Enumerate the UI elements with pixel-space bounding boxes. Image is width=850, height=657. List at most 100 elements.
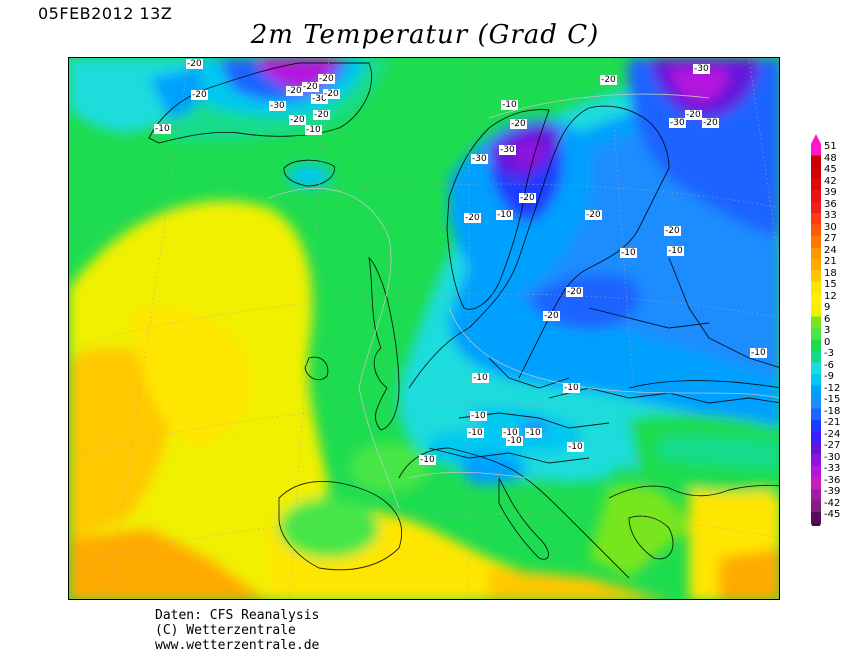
colorbar-label: 21: [824, 256, 837, 267]
contour-label: -10: [419, 455, 436, 465]
colorbar-label: 12: [824, 290, 837, 302]
contour-label: -20: [664, 226, 681, 236]
contour-label: -20: [566, 287, 583, 297]
contour-label: -10: [501, 100, 518, 110]
contour-label: -20: [464, 213, 481, 223]
colorbar-swatch: [811, 144, 821, 156]
colorbar-label: -39: [824, 486, 841, 497]
colorbar-swatch: [811, 259, 821, 271]
colorbar-label: 36: [824, 198, 837, 210]
color-scale-bar: [811, 134, 821, 526]
colorbar-swatch: [811, 443, 821, 455]
credits-data-source: Daten: CFS Reanalysis: [155, 608, 320, 623]
colorbar-swatch: [811, 190, 821, 202]
contour-label: -10: [525, 428, 542, 438]
colorbar-label: 6: [824, 313, 831, 325]
colorbar-swatch: [811, 362, 821, 374]
colorbar-swatch: [811, 500, 821, 512]
contour-label: -10: [563, 383, 580, 393]
colorbar-swatch: [811, 351, 821, 363]
colorbar-label: -3: [824, 348, 834, 359]
contour-label: -10: [467, 428, 484, 438]
colorbar-label: 24: [824, 244, 837, 256]
colorbar-label: -27: [824, 440, 841, 451]
run-timestamp: 05FEB2012 13Z: [38, 4, 173, 23]
colorbar-label: 9: [824, 302, 831, 313]
colorbar-label: -9: [824, 371, 834, 382]
contour-label: -10: [305, 125, 322, 135]
colorbar-swatch: [811, 236, 821, 248]
contour-label: -30: [669, 118, 686, 128]
contour-label: -10: [502, 428, 519, 438]
contour-label: -30: [471, 154, 488, 164]
contour-label: -30: [499, 145, 516, 155]
contour-label: -10: [154, 124, 171, 134]
colorbar-label: -33: [824, 463, 841, 474]
colorbar-swatch: [811, 512, 821, 524]
colorbar-label: -6: [824, 359, 834, 371]
contour-label: -10: [470, 411, 487, 421]
contour-label: -20: [600, 75, 617, 85]
contour-label: -10: [496, 210, 513, 220]
colorbar-top-arrow: [811, 134, 821, 144]
colorbar-swatch: [811, 466, 821, 478]
graticule: [69, 58, 779, 599]
colorbar-swatch: [811, 247, 821, 259]
colorbar-label: 33: [824, 210, 837, 221]
contour-label: -10: [667, 246, 684, 256]
colorbar-swatch: [811, 293, 821, 305]
temperature-field: [69, 58, 779, 599]
temperature-map: -20 -20 -10 -30 -20 -20 -20 -20 -10 -20 …: [68, 57, 780, 600]
colorbar-swatch: [811, 305, 821, 317]
colorbar-label: 27: [824, 233, 837, 244]
colorbar-swatch: [811, 420, 821, 432]
contour-label: -30: [311, 94, 328, 104]
contour-label: -20: [186, 59, 203, 69]
contour-label: -20: [685, 110, 702, 120]
credits-copyright: (C) Wetterzentrale: [155, 623, 296, 638]
colorbar-swatch: [811, 167, 821, 179]
contour-label: -10: [620, 248, 637, 258]
colorbar-label: -18: [824, 405, 841, 417]
contour-label: -10: [750, 348, 767, 358]
colorbar-swatch: [811, 385, 821, 397]
contour-label: -20: [313, 110, 330, 120]
contour-label: -20: [702, 118, 719, 128]
colorbar-label: 0: [824, 336, 831, 348]
colorbar-swatch: [811, 408, 821, 420]
contour-label: -20: [543, 311, 560, 321]
colorbar-swatch: [811, 213, 821, 225]
colorbar-swatch: [811, 201, 821, 213]
colorbar-label: 48: [824, 152, 837, 164]
colorbar-label: -12: [824, 382, 841, 394]
colorbar-swatch: [811, 431, 821, 443]
contour-label: -20: [323, 89, 340, 99]
colorbar-label: 3: [824, 325, 831, 336]
colorbar-swatch: [811, 374, 821, 386]
isotherms: [268, 93, 779, 509]
contour-label: -20: [286, 86, 303, 96]
colorbar-label: -30: [824, 451, 841, 463]
colorbar-label: -15: [824, 394, 841, 405]
colorbar-swatch: [811, 328, 821, 340]
colorbar-label: -21: [824, 417, 841, 428]
colorbar-label: -36: [824, 474, 841, 486]
map-title: 2m Temperatur (Grad C): [250, 20, 600, 50]
colorbar-label: 45: [824, 164, 837, 175]
contour-label: -30: [693, 64, 710, 74]
colorbar-label: 30: [824, 221, 837, 233]
colorbar-label: 18: [824, 267, 837, 279]
colorbar-label: 15: [824, 279, 837, 290]
contour-label: -20: [318, 74, 335, 84]
contour-label: -20: [585, 210, 602, 220]
contour-label: -10: [472, 373, 489, 383]
colorbar-label: -42: [824, 497, 841, 509]
colorbar-swatch: [811, 282, 821, 294]
credits-website: www.wetterzentrale.de: [155, 638, 320, 653]
contour-label: -10: [567, 442, 584, 452]
contour-label: -20: [519, 193, 536, 203]
colorbar-swatch: [811, 489, 821, 501]
colorbar-bottom-arrow: [811, 523, 821, 526]
colorbar-swatch: [811, 270, 821, 282]
colorbar-label: -45: [824, 509, 841, 520]
